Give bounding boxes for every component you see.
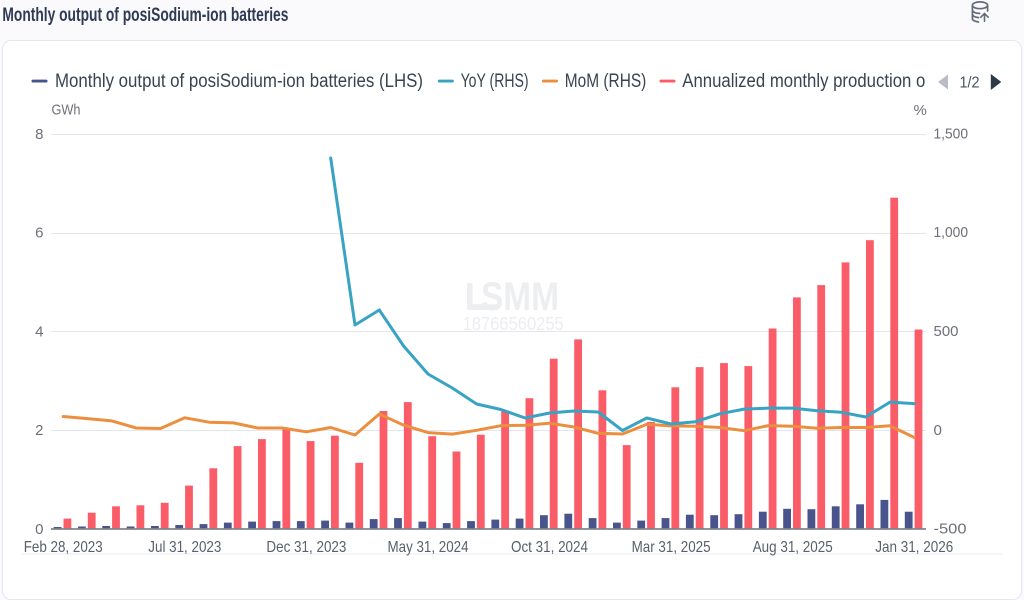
svg-text:2: 2 bbox=[35, 422, 43, 439]
svg-text:Dec 31, 2023: Dec 31, 2023 bbox=[266, 539, 346, 556]
svg-text:SMM: SMM bbox=[481, 275, 559, 319]
svg-text:May 31, 2024: May 31, 2024 bbox=[388, 539, 469, 556]
svg-text:MoM (RHS): MoM (RHS) bbox=[565, 71, 647, 92]
svg-text:1,000: 1,000 bbox=[934, 224, 969, 241]
svg-text:Jan 31, 2026: Jan 31, 2026 bbox=[875, 539, 953, 556]
svg-text:Feb 28, 2023: Feb 28, 2023 bbox=[24, 539, 103, 556]
svg-text:1/2: 1/2 bbox=[960, 75, 980, 92]
svg-text:0: 0 bbox=[35, 521, 43, 538]
svg-text:Mar 31, 2025: Mar 31, 2025 bbox=[632, 539, 711, 556]
svg-text:500: 500 bbox=[934, 323, 959, 340]
svg-text:6: 6 bbox=[35, 225, 43, 242]
svg-text:-500: -500 bbox=[934, 521, 967, 538]
svg-text:GWh: GWh bbox=[52, 102, 81, 119]
svg-text:%: % bbox=[914, 102, 927, 119]
svg-text:4: 4 bbox=[35, 323, 43, 340]
svg-text:YoY (RHS): YoY (RHS) bbox=[461, 71, 529, 92]
svg-text:Aug 31, 2025: Aug 31, 2025 bbox=[753, 539, 833, 556]
svg-text:Monthly output of posiSodium-i: Monthly output of posiSodium-ion batteri… bbox=[55, 71, 423, 92]
svg-text:0: 0 bbox=[934, 422, 942, 439]
svg-text:Monthly output of posiSodium-i: Monthly output of posiSodium-ion batteri… bbox=[2, 5, 288, 26]
svg-text:Oct 31, 2024: Oct 31, 2024 bbox=[511, 539, 588, 556]
svg-text:8: 8 bbox=[35, 126, 43, 143]
svg-text:1,500: 1,500 bbox=[934, 126, 969, 143]
svg-text:Annualized monthly production: Annualized monthly production o bbox=[682, 71, 925, 92]
svg-text:18766560255: 18766560255 bbox=[463, 314, 564, 334]
svg-text:Jul 31, 2023: Jul 31, 2023 bbox=[148, 539, 221, 556]
